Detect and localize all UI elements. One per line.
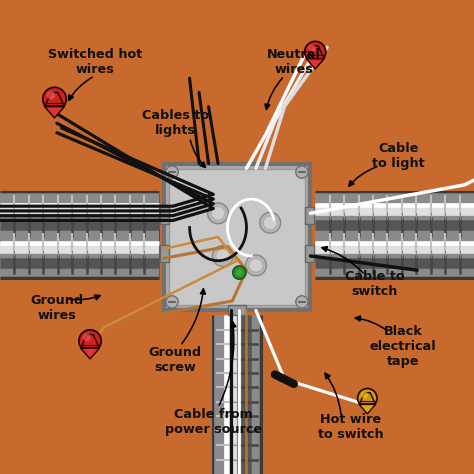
Circle shape	[236, 269, 243, 276]
Circle shape	[249, 259, 263, 272]
Polygon shape	[306, 46, 324, 59]
Circle shape	[296, 166, 308, 178]
Circle shape	[83, 333, 91, 341]
Polygon shape	[81, 348, 100, 359]
Circle shape	[211, 207, 225, 220]
Bar	[305, 245, 314, 262]
Bar	[160, 207, 169, 224]
Circle shape	[260, 212, 281, 233]
Text: Ground
screw: Ground screw	[149, 346, 202, 374]
Circle shape	[208, 203, 228, 224]
Circle shape	[296, 296, 308, 308]
Text: Hot wire
to switch: Hot wire to switch	[318, 412, 383, 441]
Circle shape	[305, 41, 326, 63]
Polygon shape	[81, 335, 100, 348]
Circle shape	[309, 45, 316, 52]
Text: Black
electrical
tape: Black electrical tape	[370, 325, 436, 367]
Circle shape	[166, 166, 178, 178]
Circle shape	[166, 296, 178, 308]
Bar	[228, 305, 246, 315]
FancyBboxPatch shape	[169, 169, 305, 305]
Bar	[160, 245, 169, 262]
Polygon shape	[359, 404, 375, 414]
Polygon shape	[45, 107, 64, 118]
Circle shape	[264, 216, 277, 229]
Text: Cable
to light: Cable to light	[372, 142, 425, 171]
Circle shape	[233, 266, 246, 279]
Text: Cables to
lights: Cables to lights	[142, 109, 209, 137]
Polygon shape	[359, 392, 375, 404]
Text: Cable to
switch: Cable to switch	[345, 270, 404, 299]
FancyBboxPatch shape	[164, 164, 310, 310]
Circle shape	[79, 330, 101, 352]
Text: Switched hot
wires: Switched hot wires	[48, 47, 142, 76]
Circle shape	[216, 249, 229, 263]
Text: Cable from
power source: Cable from power source	[165, 408, 262, 436]
Circle shape	[212, 246, 233, 266]
Circle shape	[47, 91, 55, 100]
Polygon shape	[45, 92, 64, 107]
Polygon shape	[306, 59, 324, 69]
Circle shape	[246, 255, 266, 276]
Text: Neutral
wires: Neutral wires	[267, 47, 321, 76]
Text: Ground
wires: Ground wires	[30, 294, 83, 322]
Bar	[305, 207, 314, 224]
Circle shape	[43, 87, 66, 111]
Circle shape	[358, 389, 377, 408]
Circle shape	[361, 392, 368, 399]
